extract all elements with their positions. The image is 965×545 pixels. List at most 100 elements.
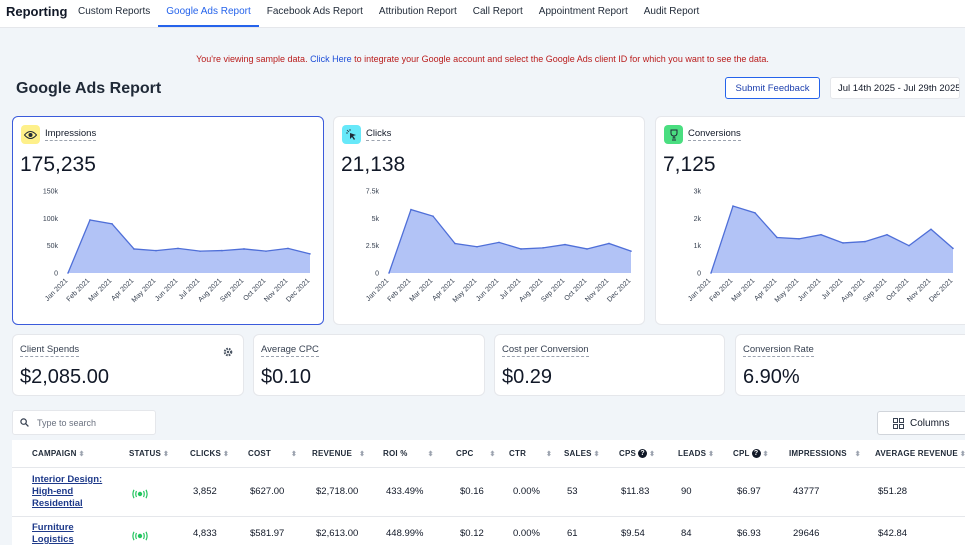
cell-clicks: 3,852 (193, 486, 217, 497)
header-status[interactable]: STATUS ⬍ (129, 449, 170, 458)
data-point (388, 272, 390, 274)
cell-leads: 84 (681, 528, 692, 539)
data-point (309, 253, 311, 255)
data-point (155, 249, 157, 252)
cell-cpc: $0.12 (460, 528, 484, 539)
sample-data-notice: You're viewing sample data. Click Here t… (0, 54, 965, 64)
tab-audit-report[interactable]: Audit Report (643, 6, 700, 17)
clicks-card[interactable]: Clicks 21,138 0 2.5k 5k 7.5k Jan 2021 Feb 202… (333, 116, 645, 325)
header-cost[interactable]: COST ⬍ (248, 449, 298, 458)
data-point (754, 212, 756, 214)
x-tick-label: Sep 2021 (219, 277, 245, 303)
tab-call-report[interactable]: Call Report (472, 6, 523, 17)
y-tick-label: 150k (43, 189, 59, 196)
header-cpc[interactable]: CPC ⬍ (456, 449, 496, 458)
data-point (952, 247, 954, 250)
cell-cpl: $6.97 (737, 486, 761, 497)
tab-attribution-report[interactable]: Attribution Report (378, 6, 457, 17)
x-tick-label: Mar 2021 (731, 277, 757, 303)
table-row: Interior Design: High-end Residential 3,… (12, 468, 965, 517)
help-icon: ? (638, 449, 648, 458)
data-point (243, 248, 245, 250)
y-tick-label: 1k (694, 243, 702, 250)
date-range-picker[interactable]: Jul 14th 2025 - Jul 29th 2025 (830, 77, 960, 99)
data-point (710, 272, 712, 274)
impressions-card[interactable]: Impressions 175,235 0 50k 100k 150k Jan 2021… (12, 116, 324, 325)
search-icon (20, 418, 29, 427)
header-average-revenue[interactable]: AVERAGE REVENUE ⬍ (875, 449, 965, 458)
tab-facebook-ads-report[interactable]: Facebook Ads Report (266, 6, 363, 17)
series-line (67, 219, 311, 274)
data-point (608, 242, 610, 245)
columns-label: Columns (910, 417, 950, 429)
cell-average-revenue: $51.28 (878, 486, 908, 497)
notice-text-after: to integrate your Google account and sel… (354, 54, 769, 64)
header-revenue[interactable]: REVENUE ⬍ (312, 449, 366, 458)
data-point (586, 248, 588, 250)
search-input[interactable] (37, 417, 147, 428)
campaign-link[interactable]: Interior Design: High-end Residential (32, 474, 103, 509)
series-area (68, 219, 310, 273)
kpi-label: Conversion Rate (743, 344, 814, 357)
data-point (908, 244, 910, 247)
tab-custom-reports[interactable]: Custom Reports (78, 6, 151, 17)
header-campaign[interactable]: CAMPAIGN ⬍ (32, 449, 85, 458)
data-point (287, 247, 289, 250)
cell-cpl: $6.93 (737, 528, 761, 539)
table-row: Furniture Logistics 4,833 $581.97 $2,613… (12, 517, 965, 545)
columns-button[interactable]: Columns (877, 411, 965, 435)
data-point (630, 250, 632, 252)
data-point (820, 233, 822, 236)
tab-google-ads-report[interactable]: Google Ads Report (158, 0, 259, 27)
conversion-rate-card: Conversion Rate 6.90% (735, 334, 965, 396)
header-cps[interactable]: CPS? ⬍ (619, 449, 656, 458)
cell-sales: 53 (567, 486, 578, 497)
metric-label: Impressions (45, 128, 97, 141)
header-roi[interactable]: ROI % ⬍ (383, 449, 434, 458)
data-point (798, 238, 800, 240)
series-area (389, 209, 631, 273)
kpi-label: Average CPC (261, 344, 319, 357)
header-cpl[interactable]: CPL? ⬍ (733, 449, 769, 458)
data-point (564, 243, 566, 246)
conversions-card[interactable]: Conversions 7,125 0 1k 2k 3k Jan 2021 Feb 202… (655, 116, 965, 325)
help-icon: ? (751, 449, 761, 458)
header-sales[interactable]: SALES ⬍ (564, 449, 600, 458)
submit-feedback-button[interactable]: Submit Feedback (725, 77, 820, 99)
cell-cps: $11.83 (621, 486, 650, 497)
series-line (388, 208, 632, 274)
x-tick-label: Jun 2021 (154, 277, 179, 302)
integrate-link[interactable]: Click Here (310, 54, 352, 64)
metric-header: Clicks (342, 125, 392, 144)
series-line (710, 205, 954, 274)
metric-header: Conversions (664, 125, 741, 144)
data-point (265, 250, 267, 252)
y-tick-label: 100k (43, 216, 59, 223)
data-point (133, 248, 135, 250)
data-point (454, 242, 456, 245)
campaign-link[interactable]: Furniture Logistics (32, 522, 74, 545)
header-ctr[interactable]: CTR ⬍ (509, 449, 553, 458)
kpi-value: $2,085.00 (20, 366, 109, 388)
header-impressions[interactable]: IMPRESSIONS ⬍ (789, 449, 861, 458)
data-point (177, 247, 179, 250)
cell-leads: 90 (681, 486, 692, 497)
cell-cps: $9.54 (621, 528, 645, 539)
x-tick-label: May 2021 (452, 277, 479, 304)
x-tick-label: Dec 2021 (606, 277, 632, 303)
header-clicks[interactable]: CLICKS ⬍ (190, 449, 230, 458)
x-tick-label: Jun 2021 (797, 277, 822, 302)
metric-label: Conversions (688, 128, 741, 141)
search-box (12, 410, 156, 435)
header-leads[interactable]: LEADS ⬍ (678, 449, 715, 458)
gear-icon[interactable] (223, 344, 233, 362)
data-point (89, 219, 91, 221)
cell-sales: 61 (567, 528, 578, 539)
cell-impressions: 43777 (793, 486, 820, 497)
data-point (842, 242, 844, 244)
columns-icon (893, 417, 904, 429)
tab-appointment-report[interactable]: Appointment Report (538, 6, 628, 17)
campaign-table: CAMPAIGN ⬍ STATUS ⬍ CLICKS ⬍ COST ⬍ REVENUE ⬍… (12, 440, 965, 545)
cell-cost: $581.97 (250, 528, 285, 539)
